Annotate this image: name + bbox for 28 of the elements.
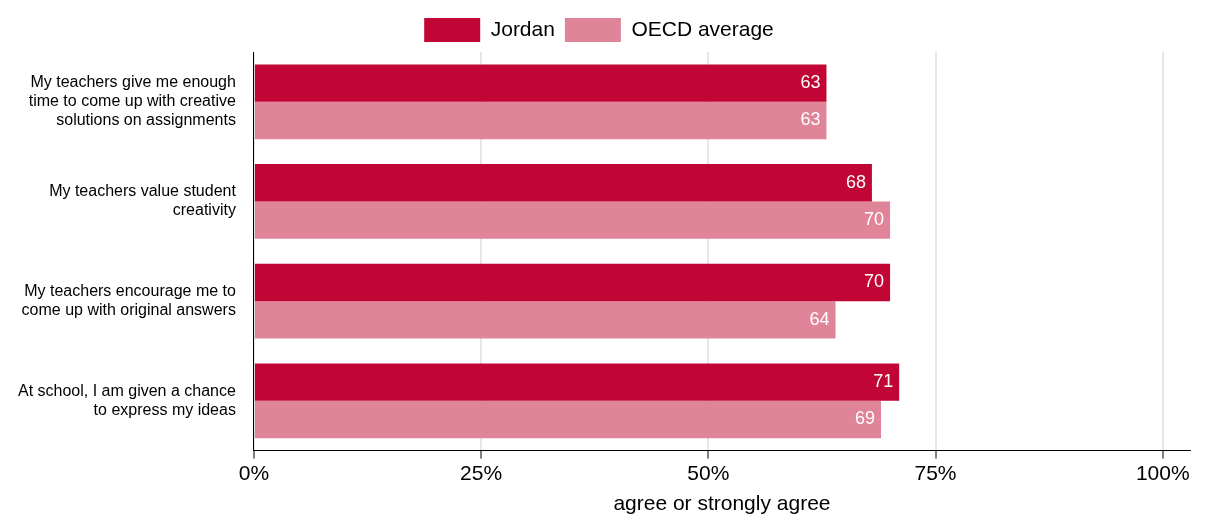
legend-label: OECD average [631,16,774,40]
data-label: 63 [800,109,821,130]
bar [254,263,891,302]
y-tick-label: My teachers give me enough time to come up with creative solutions on assignments [28,73,236,129]
bar [254,201,891,239]
bar [254,400,881,439]
bar [254,301,836,339]
x-axis-title: agree or strongly agree [613,491,831,515]
y-tick-label: At school, I am given a chance to express my ideas [17,381,236,418]
bar [254,164,872,202]
data-label: 64 [809,308,830,329]
y-tick-label: My teachers encourage me to come up with original answers [21,281,236,319]
data-label: 63 [800,72,821,93]
data-label: 71 [873,371,894,392]
bar [254,101,827,140]
x-tick-label: 0% [238,461,270,484]
y-tick-label: My teachers value student creativity [49,182,237,219]
data-label: 68 [845,171,866,192]
bar [254,363,900,401]
x-tick-label: 75% [914,461,957,484]
data-label: 70 [864,271,885,292]
x-tick-label: 25% [460,461,503,484]
x-tick-label: 50% [687,461,730,484]
data-label: 69 [854,408,875,429]
x-tick-label: 100% [1135,461,1190,484]
bar [254,64,827,102]
data-label: 70 [864,209,885,230]
legend-label: Jordan [490,16,555,40]
